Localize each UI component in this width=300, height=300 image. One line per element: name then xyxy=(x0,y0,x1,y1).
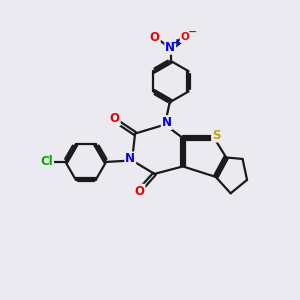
Text: N: N xyxy=(165,41,175,54)
Text: O: O xyxy=(110,112,120,125)
Text: Cl: Cl xyxy=(40,155,53,168)
Text: O: O xyxy=(134,185,145,198)
Text: S: S xyxy=(212,129,220,142)
Text: N: N xyxy=(125,152,135,166)
Text: O: O xyxy=(150,31,160,44)
Text: O: O xyxy=(181,32,189,42)
Text: −: − xyxy=(188,27,197,37)
Text: +: + xyxy=(173,38,181,48)
Text: N: N xyxy=(162,116,172,129)
